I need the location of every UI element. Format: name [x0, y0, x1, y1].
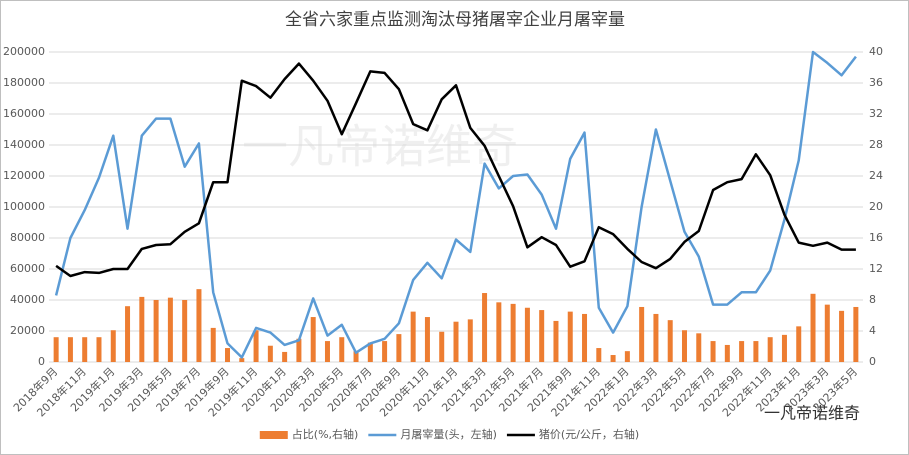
bar — [225, 348, 231, 362]
legend-swatch — [259, 431, 288, 439]
y2-tick-label: 32 — [869, 107, 883, 120]
bar — [624, 351, 630, 362]
bar — [153, 300, 159, 362]
bar — [67, 337, 73, 362]
bar — [424, 317, 430, 362]
y2-tick-label: 8 — [869, 293, 876, 306]
legend-label: 占比(%,右轴) — [292, 427, 359, 441]
bar — [96, 337, 102, 362]
bar — [353, 351, 359, 362]
bar — [296, 338, 302, 362]
y-tick-label: 200000 — [3, 45, 45, 58]
line — [55, 62, 856, 278]
y2-tick-label: 4 — [869, 324, 876, 337]
bar — [796, 326, 802, 362]
bar — [553, 320, 559, 362]
y2-tick-label: 0 — [869, 355, 876, 368]
bar — [639, 306, 645, 362]
bar — [110, 330, 116, 362]
y2-tick-label: 12 — [869, 262, 883, 275]
y-tick-label: 0 — [38, 355, 45, 368]
bar — [282, 351, 288, 362]
bar — [724, 344, 730, 362]
y-tick-label: 60000 — [10, 262, 45, 275]
y-tick-label: 180000 — [3, 76, 45, 89]
y2-tick-label: 40 — [869, 45, 883, 58]
bar — [482, 293, 488, 362]
bar — [382, 341, 388, 362]
bar — [567, 311, 573, 362]
bar — [496, 302, 502, 362]
bar — [339, 337, 345, 362]
bar — [239, 358, 245, 362]
bar — [839, 310, 845, 362]
bar — [739, 341, 745, 362]
bar — [653, 313, 659, 362]
bar — [139, 296, 145, 362]
bar — [824, 304, 830, 362]
bar — [767, 337, 773, 362]
line — [54, 50, 857, 359]
y-tick-label: 80000 — [10, 231, 45, 244]
bar — [310, 317, 316, 362]
bar — [681, 330, 687, 362]
bar — [167, 297, 173, 362]
bar — [582, 313, 588, 362]
bar — [125, 306, 131, 362]
bar — [182, 300, 188, 362]
bar — [853, 306, 859, 362]
y-tick-label: 40000 — [10, 293, 45, 306]
bar — [453, 321, 459, 362]
bar — [610, 355, 616, 362]
legend-label: 猪价(元/公斤，右轴) — [539, 427, 639, 441]
bar — [396, 334, 402, 362]
y2-tick-label: 24 — [869, 169, 883, 182]
bar — [82, 337, 88, 362]
bar — [524, 307, 530, 362]
bar — [781, 334, 787, 362]
bar — [539, 310, 545, 362]
bar — [467, 319, 473, 362]
y-tick-label: 160000 — [3, 107, 45, 120]
bar — [696, 333, 702, 362]
bar — [196, 289, 202, 362]
bar — [439, 331, 445, 362]
bar — [267, 345, 273, 362]
y-tick-label: 120000 — [3, 169, 45, 182]
bar — [253, 330, 259, 362]
y2-tick-label: 28 — [869, 138, 883, 151]
bar — [324, 341, 330, 362]
y-tick-label: 100000 — [3, 200, 45, 213]
legend-label: 月屠宰量(头，左轴) — [400, 427, 497, 441]
bar — [667, 320, 673, 362]
bar — [753, 341, 759, 362]
y-tick-label: 20000 — [10, 324, 45, 337]
bar — [53, 337, 59, 362]
y-tick-label: 140000 — [3, 138, 45, 151]
bar — [510, 303, 516, 362]
bar — [710, 341, 716, 362]
y2-tick-label: 20 — [869, 200, 883, 213]
y2-tick-label: 16 — [869, 231, 883, 244]
bar — [410, 311, 416, 362]
bar — [810, 293, 816, 362]
chart-title: 全省六家重点监测淘汰母猪屠宰企业月屠宰量 — [285, 10, 625, 30]
bar — [596, 348, 602, 362]
bar — [210, 327, 216, 362]
y2-tick-label: 36 — [869, 76, 883, 89]
watermark: 一凡帝诺维奇 — [242, 120, 518, 174]
bar — [367, 342, 373, 362]
brand-label: 一凡帝诺维奇 — [764, 404, 860, 423]
